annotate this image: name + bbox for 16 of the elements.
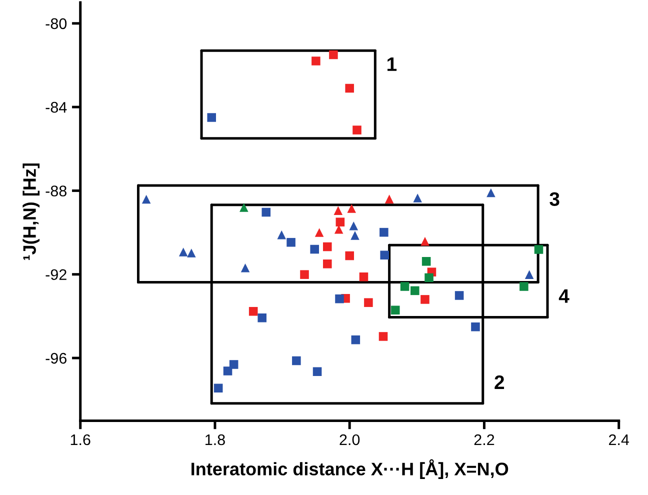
y-tick-label: -92 <box>46 269 66 280</box>
x-tick-label: 1.8 <box>206 434 225 446</box>
x-tick-label: 2.4 <box>608 434 630 446</box>
y-tick-label: -88 <box>46 186 66 196</box>
y-tick-label: -80 <box>46 18 67 30</box>
y-tick-label: -96 <box>46 352 66 364</box>
x-tick-label: 1.6 <box>70 434 90 446</box>
x-tick-label: 2.0 <box>340 434 360 446</box>
annotation: 4 <box>558 289 570 303</box>
y-tick-label: -84 <box>46 102 67 113</box>
y-axis-title: ¹J(H,N) [Hz] <box>22 163 40 260</box>
x-axis-title: Interatomic distance X···H [Å], X=N,O <box>192 459 508 479</box>
annotation: 3 <box>550 192 560 206</box>
x-tick-label: 2.2 <box>474 434 494 446</box>
annotation: 1 <box>388 58 397 71</box>
annotation: 2 <box>494 375 504 389</box>
